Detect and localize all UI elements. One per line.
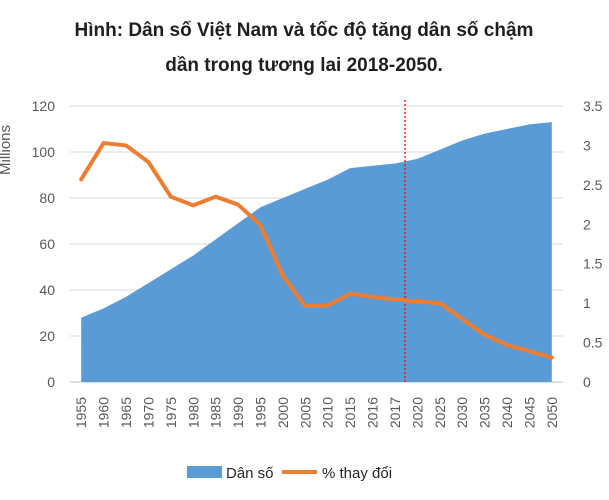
x-tick-label: 1985 [208, 397, 224, 428]
x-tick-label: 1995 [252, 397, 268, 428]
legend-swatch-population [187, 466, 222, 478]
x-axis-ticks: 1955 1960 1965 1970 1975 1980 1985 1990 1995 2000… [73, 397, 560, 428]
right-tick-label: 2 [583, 216, 591, 232]
left-tick-label: 60 [39, 236, 55, 252]
left-tick-label: 80 [39, 190, 55, 206]
right-tick-label: 0.5 [583, 335, 603, 351]
change-line [79, 141, 554, 360]
legend: Dân số % thay đổi [187, 465, 392, 482]
right-tick-label: 3 [583, 137, 591, 153]
population-area [81, 122, 552, 382]
right-axis-ticks: 0 0.5 1 1.5 2 2.5 3 3.5 [583, 98, 603, 390]
x-tick-label: 1970 [140, 397, 156, 428]
x-tick-label: 2015 [342, 397, 358, 428]
left-axis-ticks: 0 20 40 60 80 100 120 [32, 98, 56, 390]
x-tick-label: 2020 [409, 397, 425, 428]
left-tick-label: 20 [39, 328, 55, 344]
x-tick-label: 1975 [163, 397, 179, 428]
x-tick-label: 2000 [275, 397, 291, 428]
right-tick-label: 3.5 [583, 98, 603, 114]
chart-title-line2: dần trong tương lai 2018-2050. [165, 55, 443, 76]
x-tick-label: 2030 [454, 397, 470, 428]
x-tick-label: 2050 [544, 397, 560, 428]
left-tick-label: 100 [32, 144, 56, 160]
x-tick-label: 2045 [521, 397, 537, 428]
x-tick-label: 1960 [96, 397, 112, 428]
change-line-layer [79, 141, 554, 360]
legend-label-population: Dân số [226, 465, 274, 482]
left-tick-label: 0 [47, 374, 55, 390]
legend-label-change: % thay đổi [322, 465, 392, 482]
x-tick-label: 1955 [73, 397, 89, 428]
right-tick-label: 0 [583, 374, 591, 390]
x-tick-label: 2035 [477, 397, 493, 428]
right-tick-label: 1 [583, 295, 591, 311]
x-tick-label: 2025 [432, 397, 448, 428]
x-tick-label: 2040 [499, 397, 515, 428]
x-tick-label: 1965 [118, 397, 134, 428]
x-tick-label: 2010 [320, 397, 336, 428]
right-tick-label: 1.5 [583, 256, 603, 272]
right-tick-label: 2.5 [583, 177, 603, 193]
population-area-layer [81, 122, 552, 382]
left-tick-label: 40 [39, 282, 55, 298]
x-tick-label: 1990 [230, 397, 246, 428]
y-axis-label-left: Millions [0, 125, 14, 175]
x-tick-label: 1980 [185, 397, 201, 428]
x-tick-label: 2016 [365, 397, 381, 428]
left-tick-label: 120 [32, 98, 56, 114]
x-tick-label: 2005 [297, 397, 313, 428]
x-tick-label: 2017 [387, 397, 403, 428]
chart-title-line1: Hình: Dân số Việt Nam và tốc độ tăng dân… [75, 20, 534, 41]
